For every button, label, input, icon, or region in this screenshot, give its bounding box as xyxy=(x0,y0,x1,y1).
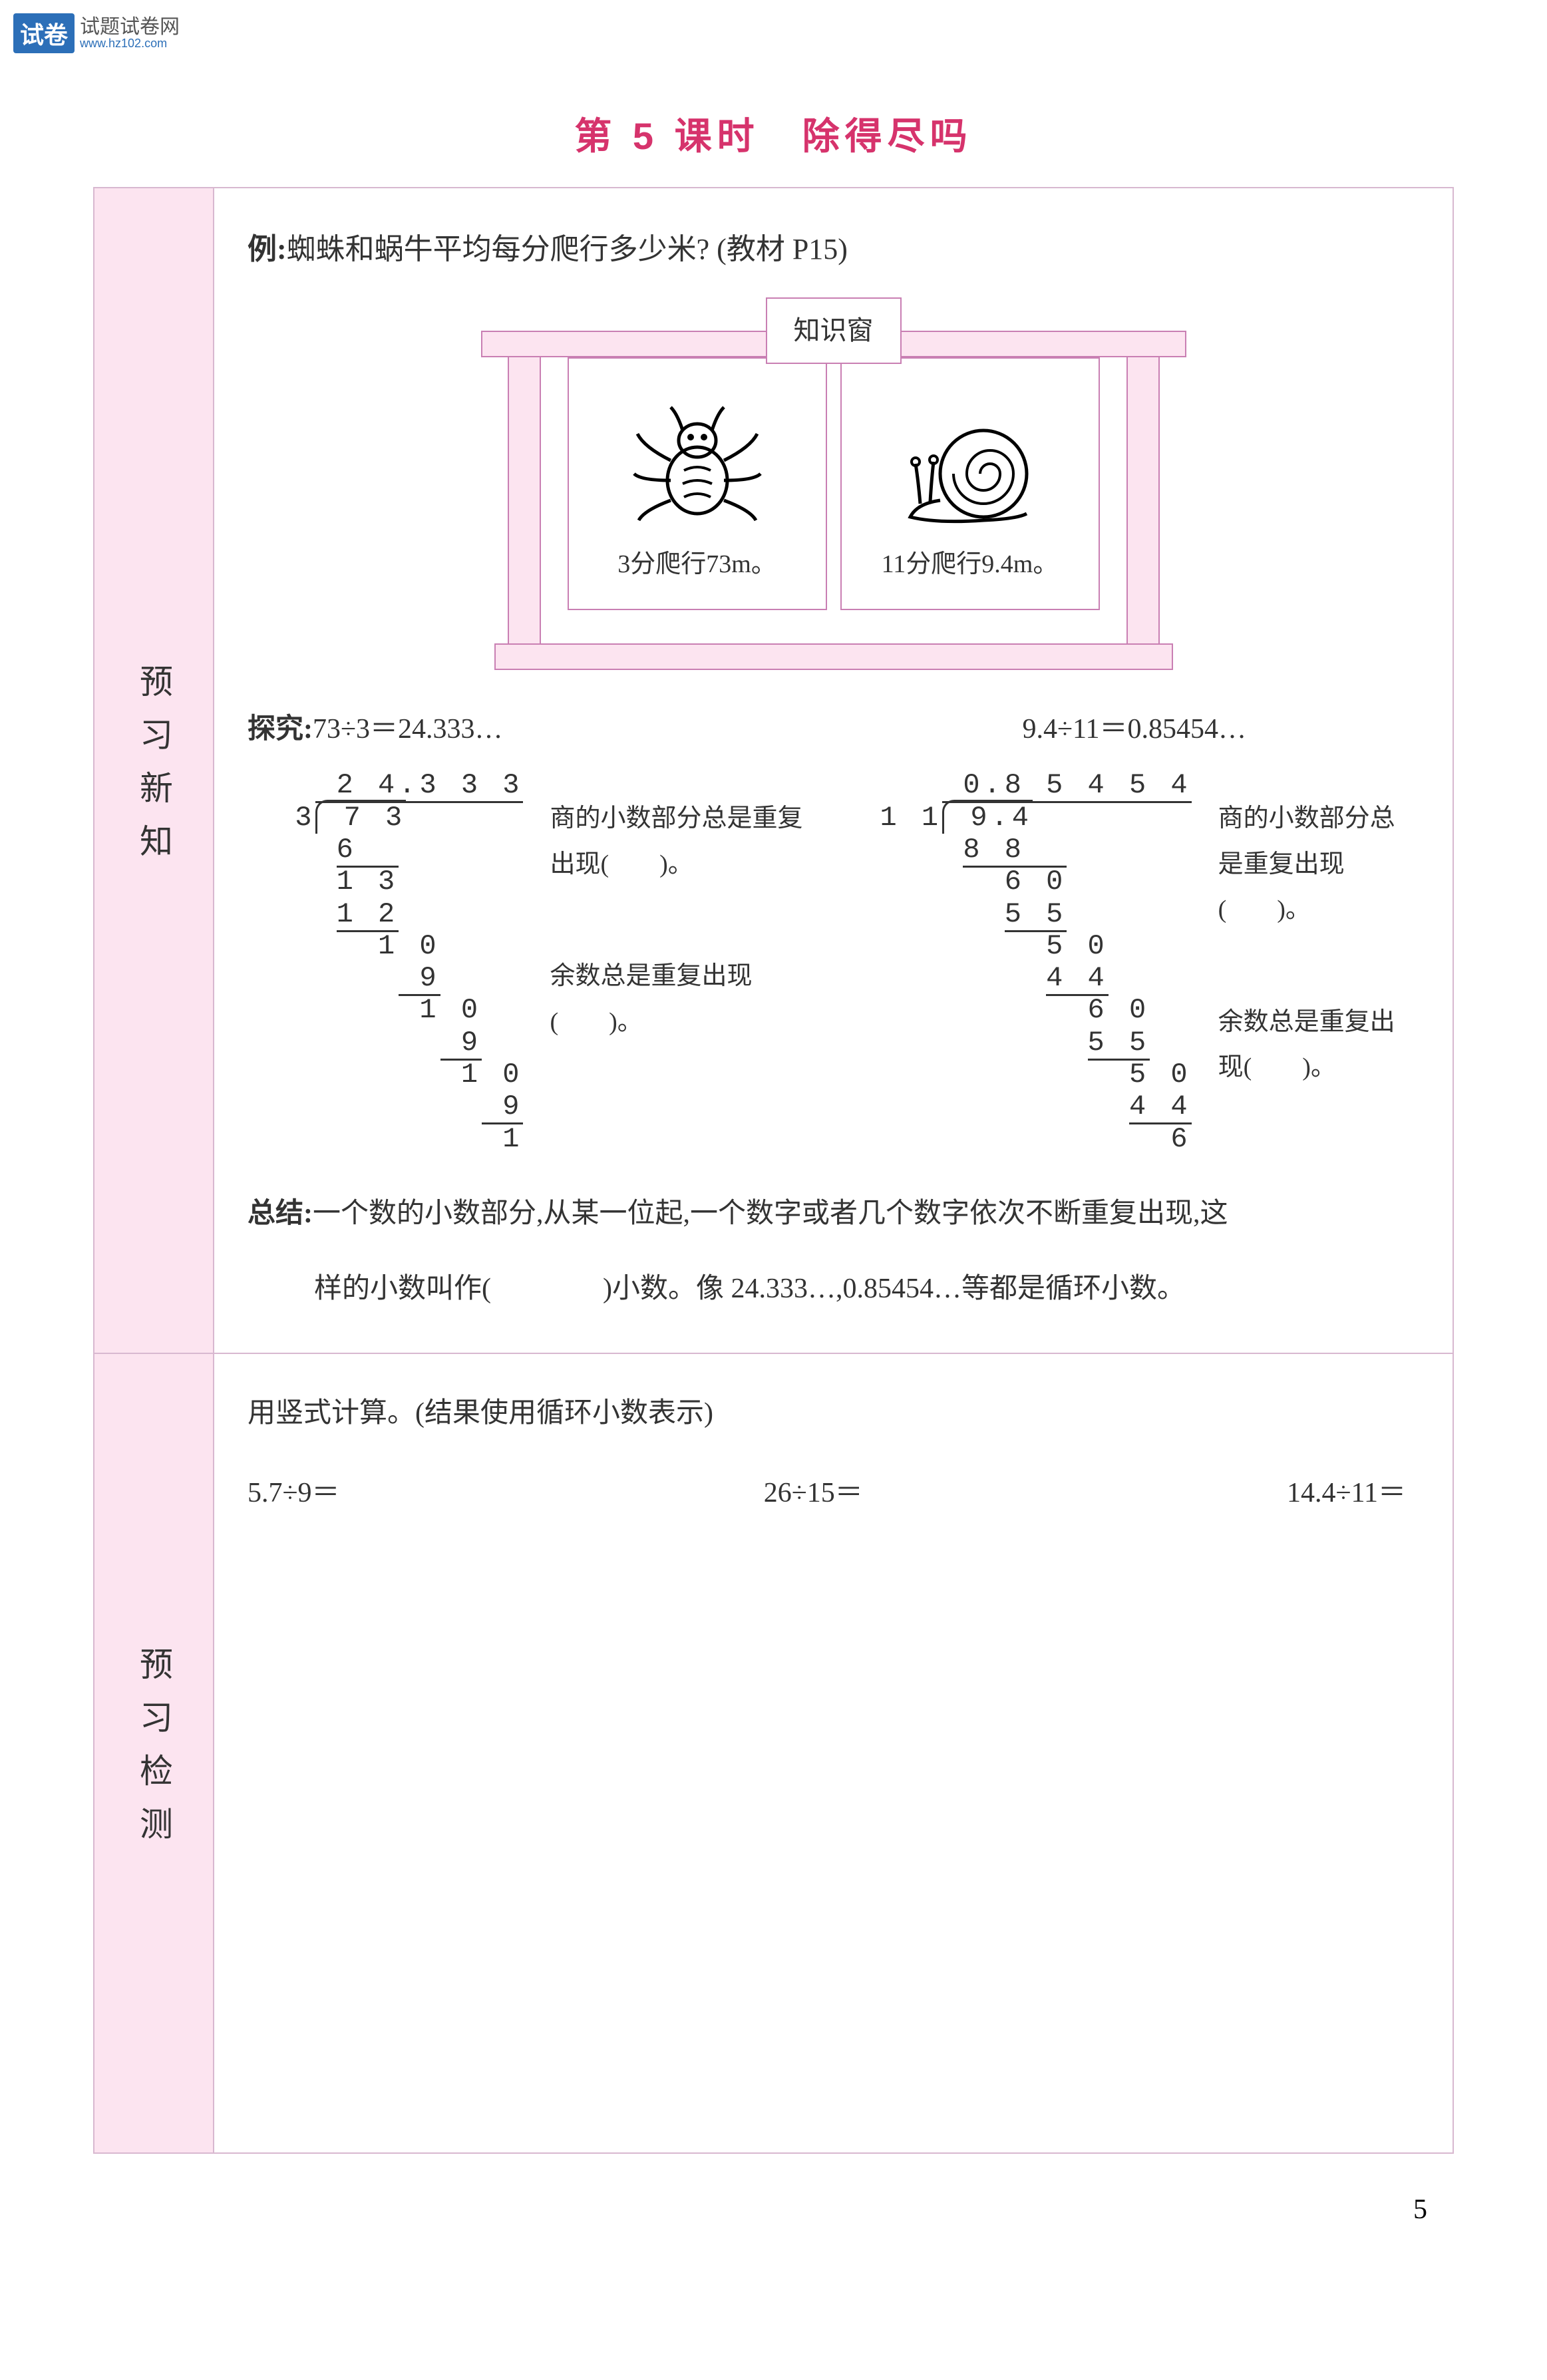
kw-label: 知识窗 xyxy=(766,297,902,364)
section-content-1: 例:蜘蛛和蜗牛平均每分爬行多少米? (教材 P15) 知识窗 xyxy=(214,188,1453,1353)
note-quotient-2: 商的小数部分总是重复出现( )。 xyxy=(1218,796,1419,932)
division-2: 0.8 5 4 5 4 1 1 9.4 8 8 6 0 5 5 5 0 4 4 … xyxy=(854,769,1420,1156)
section-content-2: 用竖式计算。(结果使用循环小数表示) 5.7÷9＝ 26÷15＝ 14.4÷11… xyxy=(214,1354,1453,2152)
page-title: 第 5 课时 除得尽吗 xyxy=(0,106,1547,160)
summary: 总结:一个数的小数部分,从某一位起,一个数字或者几个数字依次不断重复出现,这 xyxy=(248,1183,1419,1244)
page-number: 5 xyxy=(0,2194,1427,2226)
kw-leg-left xyxy=(508,356,541,654)
snail-icon xyxy=(897,401,1043,534)
long-divisions: 2 4.3 3 3 3 7 3 6 1 3 1 2 1 0 9 1 0 9 1 … xyxy=(248,769,1419,1156)
section-preview-test: 预习检测 用竖式计算。(结果使用循环小数表示) 5.7÷9＝ 26÷15＝ 14… xyxy=(94,1354,1453,2152)
snail-card: 11分爬行9.4m。 xyxy=(840,357,1100,610)
section-label-1: 预习新知 xyxy=(94,188,214,1353)
watermark-url: www.hz102.com xyxy=(80,37,180,49)
division-1-notes: 商的小数部分总是重复出现( )。 余数总是重复出现( )。 xyxy=(550,796,813,1111)
kw-bottom-bar xyxy=(494,643,1173,670)
eq2: 9.4÷11＝0.85454… xyxy=(1023,703,1247,757)
test-instruction: 用竖式计算。(结果使用循环小数表示) xyxy=(248,1387,1419,1441)
test-equations: 5.7÷9＝ 26÷15＝ 14.4÷11＝ xyxy=(248,1467,1419,1520)
knowledge-window: 知识窗 3分爬行73m。 xyxy=(481,297,1186,670)
longdiv-2: 0.8 5 4 5 4 1 1 9.4 8 8 6 0 5 5 5 0 4 4 … xyxy=(880,769,1192,1155)
watermark-box: 试卷 xyxy=(13,13,75,53)
division-2-notes: 商的小数部分总是重复出现( )。 余数总是重复出现( )。 xyxy=(1218,796,1419,1156)
example-line: 例:蜘蛛和蜗牛平均每分爬行多少米? (教材 P15) xyxy=(248,222,1419,277)
example-text: 蜘蛛和蜗牛平均每分爬行多少米? (教材 P15) xyxy=(287,233,848,265)
summary-prefix: 总结: xyxy=(248,1198,313,1229)
explore-prefix: 探究: xyxy=(248,714,313,745)
section-label-2: 预习检测 xyxy=(94,1354,214,2152)
longdiv-1: 2 4.3 3 3 3 7 3 6 1 3 1 2 1 0 9 1 0 9 1 … xyxy=(274,769,523,1155)
main-table: 预习新知 例:蜘蛛和蜗牛平均每分爬行多少米? (教材 P15) 知识窗 xyxy=(93,187,1454,2154)
section-preview-new: 预习新知 例:蜘蛛和蜗牛平均每分爬行多少米? (教材 P15) 知识窗 xyxy=(94,188,1453,1354)
spider-caption: 3分爬行73m。 xyxy=(617,540,776,588)
watermark-logo: 试卷 试题试卷网 www.hz102.com xyxy=(13,13,180,53)
note-quotient-1: 商的小数部分总是重复出现( )。 xyxy=(550,796,813,887)
note-remainder-2: 余数总是重复出现( )。 xyxy=(1218,999,1419,1091)
watermark-cn: 试题试卷网 xyxy=(80,17,180,37)
explore-row: 探究:73÷3＝24.333… 9.4÷11＝0.85454… xyxy=(248,703,1419,757)
summary-line1: 一个数的小数部分,从某一位起,一个数字或者几个数字依次不断重复出现,这 xyxy=(313,1198,1228,1229)
snail-caption: 11分爬行9.4m。 xyxy=(882,540,1059,588)
note-remainder-1: 余数总是重复出现( )。 xyxy=(550,953,813,1045)
test-eq1: 5.7÷9＝ xyxy=(248,1467,340,1520)
spider-icon xyxy=(631,401,764,534)
division-1: 2 4.3 3 3 3 7 3 6 1 3 1 2 1 0 9 1 0 9 1 … xyxy=(248,769,814,1156)
eq1: 73÷3＝24.333… xyxy=(313,714,503,745)
summary-line2: 样的小数叫作( )小数。像 24.333…,0.85454…等都是循环小数。 xyxy=(248,1258,1419,1319)
spider-card: 3分爬行73m。 xyxy=(568,357,827,610)
test-eq3: 14.4÷11＝ xyxy=(1287,1467,1406,1520)
test-eq2: 26÷15＝ xyxy=(764,1467,863,1520)
example-prefix: 例: xyxy=(248,233,287,265)
kw-leg-right xyxy=(1126,356,1160,654)
